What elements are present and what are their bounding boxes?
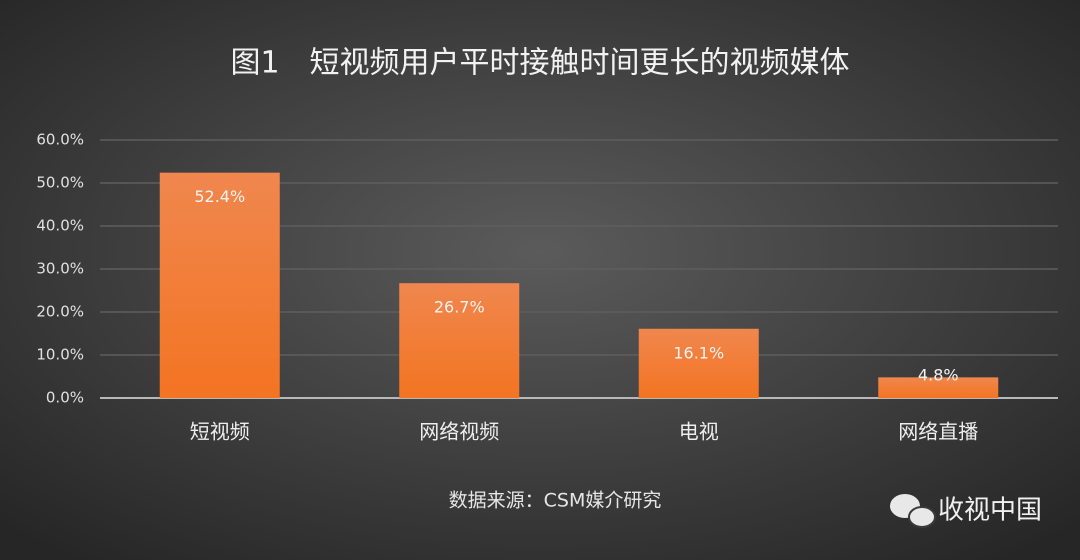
x-tick-label: 网络视频 — [419, 420, 499, 444]
x-tick-label: 网络直播 — [898, 420, 978, 444]
bar — [399, 283, 520, 398]
bar — [638, 328, 759, 398]
source-note: 数据来源：CSM媒介研究 — [449, 490, 662, 512]
bar — [159, 172, 280, 398]
y-tick-label: 60.0% — [36, 131, 84, 149]
x-tick-label: 电视 — [679, 420, 719, 444]
y-tick-label: 10.0% — [36, 346, 84, 364]
y-tick-label: 20.0% — [36, 303, 84, 321]
chart-title: 图1 短视频用户平时接触时间更长的视频媒体 — [230, 46, 849, 81]
y-tick-label: 30.0% — [36, 260, 84, 278]
value-label: 4.8% — [918, 366, 959, 385]
bar — [878, 377, 999, 398]
y-tick-label: 40.0% — [36, 217, 84, 235]
value-label: 52.4% — [194, 187, 245, 206]
wechat-icon — [890, 494, 936, 528]
value-label: 16.1% — [673, 343, 724, 362]
x-tick-label: 短视频 — [190, 420, 250, 444]
watermark: 收视中国 — [938, 496, 1042, 526]
value-label: 26.7% — [434, 298, 485, 317]
y-tick-label: 0.0% — [46, 389, 84, 407]
y-tick-label: 50.0% — [36, 174, 84, 192]
